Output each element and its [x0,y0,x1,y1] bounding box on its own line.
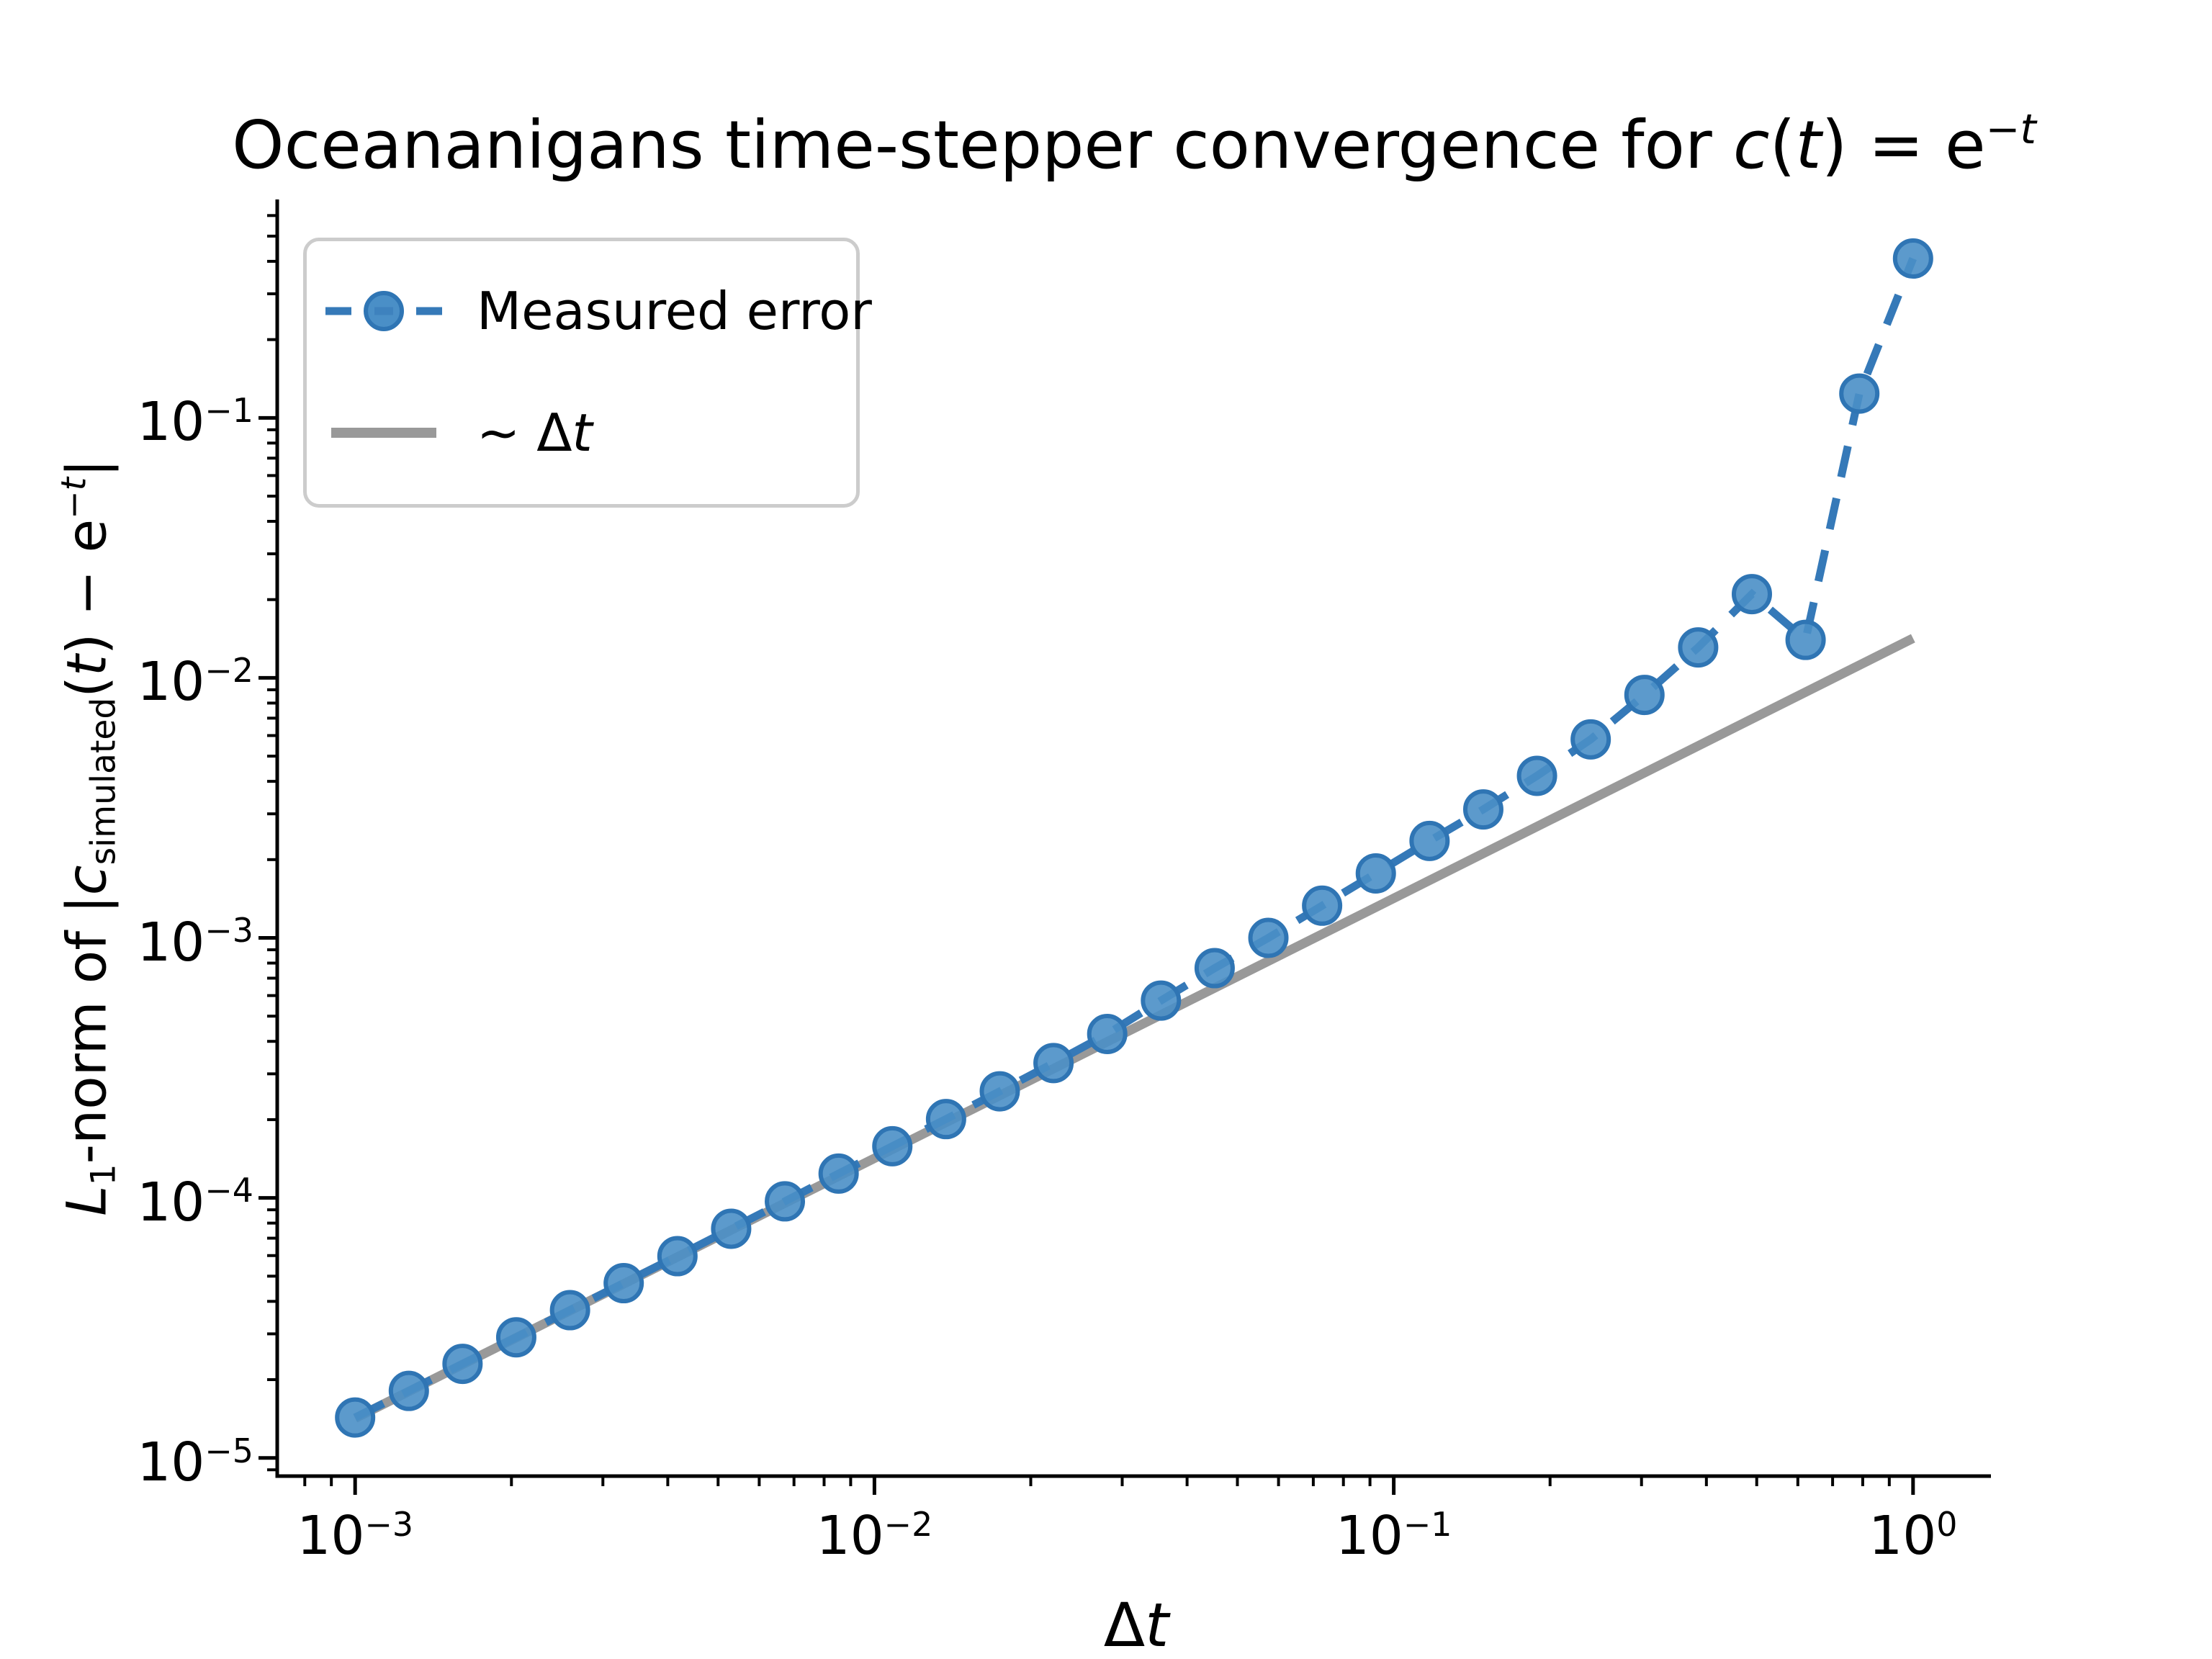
measured-error-marker [442,1344,483,1385]
measured-error-marker [603,1263,644,1304]
measured-error-marker [388,1370,429,1411]
legend-label-measured-error: Measured error [477,281,872,341]
legend-label-reference: ~ Δt [477,403,593,463]
measured-error-marker [1141,980,1182,1021]
measured-error-marker [549,1290,590,1331]
measured-error-marker [1033,1043,1074,1084]
measured-error-marker [657,1236,698,1277]
measured-error-marker [1462,789,1503,830]
measured-error-marker [1731,574,1772,615]
reference-line-swatch [331,428,436,438]
measured-error-marker [1678,627,1719,668]
measured-error-marker [1248,917,1289,958]
measured-error-marker [979,1071,1020,1112]
measured-error-sample-icon [323,286,445,336]
legend-entry-reference: ~ Δt [307,400,856,465]
x-tick-label: 10−1 [1335,1504,1452,1567]
y-tick-label: 10−4 [137,1171,253,1233]
legend-entry-measured-error: Measured error [307,279,872,343]
measured-error-marker [925,1099,966,1140]
y-tick-label: 10−1 [137,391,253,454]
legend: Measured error ~ Δt [303,238,872,508]
measured-error-marker [765,1181,806,1222]
reference-line [353,634,1915,1423]
measured-error-marker [335,1397,376,1438]
chart-title: Oceananigans time-stepper convergence fo… [232,105,2036,184]
measured-error-marker [711,1208,752,1249]
measured-error-marker [872,1125,913,1166]
measured-error-marker [1302,885,1343,926]
measured-error-marker [1516,755,1557,796]
y-axis-label: L1-norm of |csimulated(t) − e−t| [54,459,124,1216]
measured-error-marker [1785,619,1826,660]
measured-error-marker [1087,1013,1128,1054]
reference-line-sample-icon [323,408,445,458]
x-tick-label: 100 [1869,1504,1958,1567]
x-axis-label: Δt [1103,1590,1169,1659]
measured-error-marker [1570,719,1611,760]
y-tick-label: 10−3 [137,911,253,974]
measured-error-marker [1624,675,1665,716]
x-tick-label: 10−3 [297,1504,414,1567]
measured-error-marker [1892,238,1933,279]
y-tick-label: 10−5 [137,1431,253,1493]
measured-error-marker [1409,820,1450,861]
measured-error-marker [1839,373,1880,414]
measured-error-marker [818,1153,859,1194]
measured-error-marker [1194,948,1235,989]
x-tick-label: 10−2 [816,1504,933,1567]
measured-error-marker [1355,853,1396,894]
measured-error-marker [495,1317,536,1358]
y-tick-label: 10−2 [137,651,253,714]
